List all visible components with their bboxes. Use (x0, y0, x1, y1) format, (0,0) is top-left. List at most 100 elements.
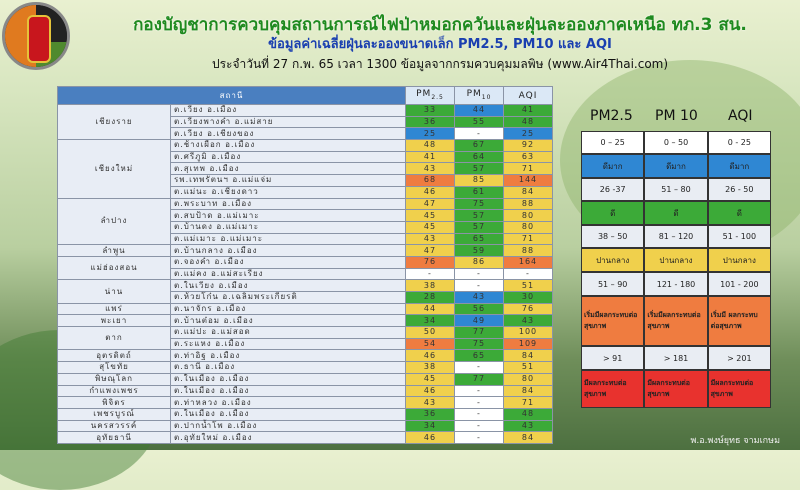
province-name: ลำพูน (57, 244, 171, 257)
table-row: แม่ฮ่องสอน ต.จองคำ อ.เมือง 76 86 164 (57, 255, 553, 281)
aqi-value: 92 (503, 139, 553, 152)
aqi-value: 84 (503, 431, 553, 444)
legend-row: 0 – 25 0 – 50 0 - 25 (581, 131, 771, 154)
pm10-value: 75 (454, 337, 504, 351)
table-row: ลำปาง ต.พระบาท อ.เมือง 47 75 88 (57, 197, 553, 246)
table-row: แพร่ ต.นาจักร อ.เมือง 44 56 76 (57, 302, 553, 316)
pm10-value: - (454, 396, 504, 409)
date-line: ประจำวันที่ 27 ก.พ. 65 เวลา 1300 ข้อมูลจ… (211, 57, 669, 71)
legend-cell: ปานกลาง (581, 248, 645, 272)
aqi-value: 63 (503, 150, 553, 164)
pm10-value: 55 (454, 115, 504, 129)
legend-cell: > 181 (644, 346, 708, 370)
table-row: น่าน ต.ในเวียง อ.เมือง 38-51 (57, 279, 553, 304)
aqi-value: 109 (503, 337, 553, 351)
table-row: พิจิตร ต.ท่าหลวง อ.เมือง 43-71 (57, 396, 553, 409)
legend-cell: 26 - 50 (707, 178, 771, 201)
header-pm25: PM2.5 (405, 86, 455, 105)
station-name: ต.ในเมือง อ.เมือง (170, 407, 406, 421)
pm25-value: 45 (405, 220, 455, 234)
aqi-value: 41 (503, 104, 553, 117)
pm25-value: 38 (405, 361, 455, 374)
legend-header-pm10: PM 10 (655, 108, 698, 124)
legend-cell: ดี (581, 201, 645, 225)
legend-cell: เริ่มมีผลกระทบต่อสุขภาพ (581, 296, 645, 346)
pm10-value: 64 (454, 150, 504, 164)
aqi-value: 48 (503, 407, 553, 421)
pm25-value: 46 (405, 349, 455, 363)
legend-cell: > 91 (581, 346, 645, 370)
station-name: ต.สบป้าด อ.แม่เมาะ (170, 209, 406, 222)
station-name: ต.นาจักร อ.เมือง (170, 302, 406, 316)
station-name: ต.แม่ปะ อ.แม่สอด (170, 326, 406, 339)
table-row: นครสวรรค์ ต.ปากน้ำโพ อ.เมือง 34-43 (57, 419, 553, 433)
pm10-value: 86 (454, 255, 504, 269)
agency-logo (2, 2, 70, 70)
legend-cell: ดี (707, 201, 771, 225)
footer-signature: พ.อ.พงษ์ยุทธ จามเกษม (690, 436, 780, 446)
table-row: พิษณุโลก ต.ในเมือง อ.เมือง 45 77 80 (57, 372, 553, 386)
province-name: เชียงราย (57, 103, 171, 141)
station-name: ต.ปากน้ำโพ อ.เมือง (170, 419, 406, 433)
province-name: ตาก (57, 326, 171, 351)
pm25-value: 43 (405, 396, 455, 409)
province-name: ลำปาง (57, 197, 171, 246)
pm10-value: 56 (454, 302, 504, 316)
station-name: ต.แม่เมาะ อ.แม่เมาะ (170, 232, 406, 246)
table-row: รพ.เทพรัตนฯ อ.แม่แจ่ม 68 85 144 (58, 174, 553, 187)
province-name: สุโขทัย (57, 361, 171, 374)
pm10-value: 77 (454, 326, 504, 339)
station-name: ต.ท่าอิฐ อ.เมือง (170, 349, 406, 363)
aqi-value: 84 (503, 384, 553, 398)
pm25-value: 43 (405, 162, 455, 176)
aqi-value: 71 (503, 396, 553, 409)
pm10-value: 57 (454, 209, 504, 222)
legend-cell: เริ่มมีผลกระทบต่อสุขภาพ (644, 296, 708, 346)
pm25-value: 68 (405, 174, 455, 187)
air-quality-table: สถานี PM2.5 PM10 AQI เชียงราย ต.เวียง อ.เ… (57, 86, 553, 444)
station-name: ต.ช้างเผือก อ.เมือง (170, 139, 406, 152)
aqi-value: 51 (503, 361, 553, 374)
station-name: ต.จองคำ อ.เมือง (170, 255, 406, 269)
pm10-value: 57 (454, 162, 504, 176)
aqi-value: 88 (503, 197, 553, 211)
station-name: ต.เวียง อ.เชียงของ (170, 127, 406, 141)
aqi-value: 100 (503, 326, 553, 339)
pm10-value: - (454, 384, 504, 398)
table-row: อุทัยธานี ต.อุทัยใหม่ อ.เมือง 46-84 (57, 431, 553, 444)
pm10-value: - (454, 431, 504, 444)
legend-cell: ดีมาก (644, 154, 708, 178)
legend-cell: 26 -37 (581, 178, 645, 201)
station-name: ต.แม่คง อ.แม่สะเรียง (170, 267, 406, 281)
pm10-value: - (454, 279, 504, 292)
legend-cell: 51 - 100 (707, 225, 771, 248)
pm25-value: 33 (405, 104, 455, 117)
aqi-value: 80 (503, 209, 553, 222)
page-title: กองบัญชาการควบคุมสถานการณ์ไฟป่าหมอกควันแ… (133, 15, 747, 35)
legend-cell: มีผลกระทบต่อสุขภาพ (581, 370, 645, 408)
pm25-value: 45 (405, 372, 455, 386)
legend-row: > 91 > 181 > 201 (581, 346, 771, 370)
legend-cell: ปานกลาง (707, 248, 771, 272)
station-name: ต.ระแหง อ.เมือง (170, 337, 406, 351)
legend-header-pm25: PM2.5 (590, 108, 633, 124)
aqi-value: 80 (503, 372, 553, 386)
table-row: พะเยา ต.บ้านต๋อม อ.เมือง 34 49 43 (57, 314, 553, 328)
aqi-value: 76 (503, 302, 553, 316)
pm10-value: - (454, 361, 504, 374)
station-name: ต.ห้วยโก๋น อ.เฉลิมพระเกียรติ (170, 291, 406, 304)
pm10-value: 59 (454, 244, 504, 257)
aqi-value: - (503, 267, 553, 281)
aqi-value: 25 (503, 127, 553, 141)
pm10-value: 85 (454, 174, 504, 187)
legend-row: 26 -37 51 – 80 26 - 50 (581, 178, 771, 201)
legend-cell: > 201 (707, 346, 771, 370)
legend-cell: 81 – 120 (644, 225, 708, 248)
pm25-value: 46 (405, 384, 455, 398)
legend-cell: ดีมาก (581, 154, 645, 178)
pm10-value: 57 (454, 220, 504, 234)
aqi-value: 43 (503, 419, 553, 433)
pm10-value: 49 (454, 314, 504, 328)
station-name: ต.ธานี อ.เมือง (170, 361, 406, 374)
province-name: พิจิตร (57, 396, 171, 409)
